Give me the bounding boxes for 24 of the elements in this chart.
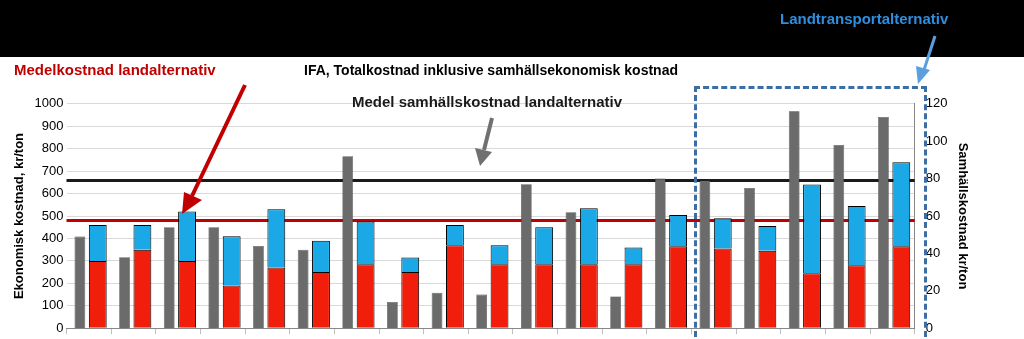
y-tick-label: 300 [41,252,64,268]
ref-line-label: Medelkostnad landalternativ [14,61,216,78]
ref-line-label: Medel samhällskostnad landalternativ [352,93,623,110]
y2-tick-label: 120 [925,95,948,111]
y2-tick-label: 80 [925,170,941,186]
y2-tick-label: 0 [925,319,933,335]
text: Landtransportalternativ [780,10,949,27]
y-tick-label: 500 [41,207,64,223]
y-tick-label: 0 [56,319,64,335]
y2-tick-label: 100 [925,132,948,148]
y-axis-title: Ekonomisk kostnad, kr/ton [11,132,27,300]
y-tick-label: 1000 [34,95,64,111]
chart-title: IFA, Totalkostnad inklusive samhällsekonomisk kostnad [304,62,678,79]
y-tick-label: 400 [41,230,64,246]
y-tick-label: 100 [41,297,64,313]
y-tick-label: 800 [41,140,64,156]
y-tick-label: 700 [41,162,64,178]
y-tick-label: 600 [41,185,64,201]
y2-tick-label: 40 [925,244,941,260]
y-tick-label: 200 [41,274,64,290]
y-tick-label: 900 [41,117,64,133]
y2-axis-title: Samhällskostnad kr/ton [955,142,971,290]
y2-tick-label: 20 [925,282,941,298]
y2-tick-label: 60 [925,207,941,223]
